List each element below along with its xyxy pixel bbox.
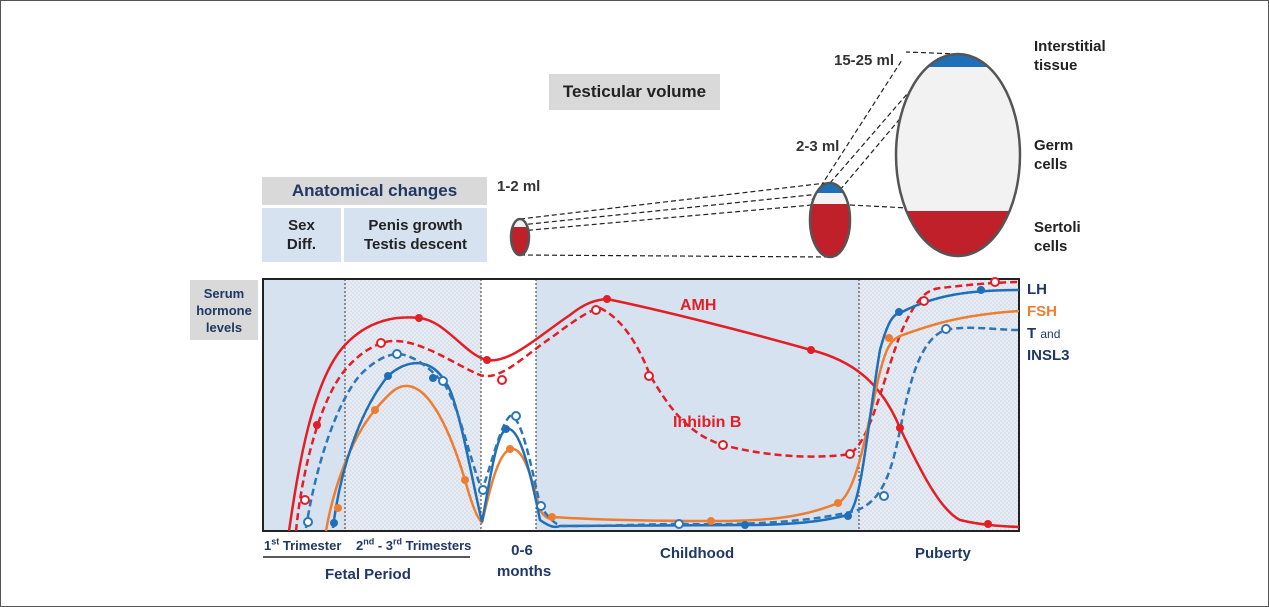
serum-hormone-header: Serum hormone levels: [190, 280, 258, 340]
amh-curve: [287, 297, 1020, 532]
second-third-label: 2nd - 3rd Trimesters: [356, 537, 472, 554]
testicular-volume-title: Testicular volume: [562, 82, 707, 101]
penis-growth-box: Penis growth Testis descent: [344, 208, 487, 262]
first-trimester-label: 1st Trimester: [264, 537, 342, 554]
germ-cells-label: Germ cells: [1034, 137, 1074, 173]
inhibin-b-label: Inhibin B: [673, 414, 742, 431]
penis-growth-label: Penis growth Testis descent: [363, 217, 468, 253]
sertoli-cells-label: Sertoli cells: [1034, 219, 1081, 255]
childhood-label: Childhood: [660, 545, 735, 562]
legend-fsh: FSH: [1027, 303, 1057, 320]
serum-hormone-title: Serum hormone levels: [196, 285, 252, 335]
legend-t-and: and: [1040, 327, 1061, 341]
testicular-volume-header: Testicular volume: [549, 74, 720, 110]
chart-frame: [262, 278, 1020, 532]
region-first-trimester: [263, 279, 345, 531]
fsh-markers: [334, 334, 893, 525]
fsh-curve: [324, 309, 1020, 532]
testis-small: [511, 219, 529, 255]
volume-label-3: 15-25 ml: [834, 52, 895, 69]
legend-t: T and: [1027, 325, 1060, 342]
anatomical-changes-title: Anatomical changes: [291, 181, 458, 200]
volume-label-2: 2-3 ml: [796, 138, 840, 155]
amh-markers: [313, 295, 992, 528]
fetal-period-label: Fetal Period: [325, 566, 411, 583]
testis-large: [896, 54, 1020, 256]
anatomical-changes-header: Anatomical changes: [262, 177, 487, 205]
inhibin-markers: [300, 277, 1000, 505]
legend-t-label: T: [1027, 325, 1037, 342]
lh-curve: [331, 288, 1020, 529]
projection-lines: [519, 51, 959, 258]
testis-mid: [810, 183, 850, 257]
volume-label-1: 1-2 ml: [497, 178, 541, 195]
interstitial-tissue-label: Interstitial tissue: [1034, 38, 1106, 74]
legend-insl3: INSL3: [1027, 347, 1070, 364]
legend-lh: LH: [1027, 281, 1047, 298]
amh-label: AMH: [680, 297, 717, 314]
sex-diff-box: Sex Diff.: [262, 208, 341, 262]
puberty-label: Puberty: [915, 545, 971, 562]
region-childhood: [536, 279, 859, 531]
neonatal-label: 0-6 months: [497, 542, 552, 580]
region-puberty: [859, 279, 1019, 531]
lh-markers: [330, 286, 985, 529]
t-insl3-markers: [303, 324, 951, 529]
sex-diff-label: Sex Diff.: [286, 217, 317, 253]
